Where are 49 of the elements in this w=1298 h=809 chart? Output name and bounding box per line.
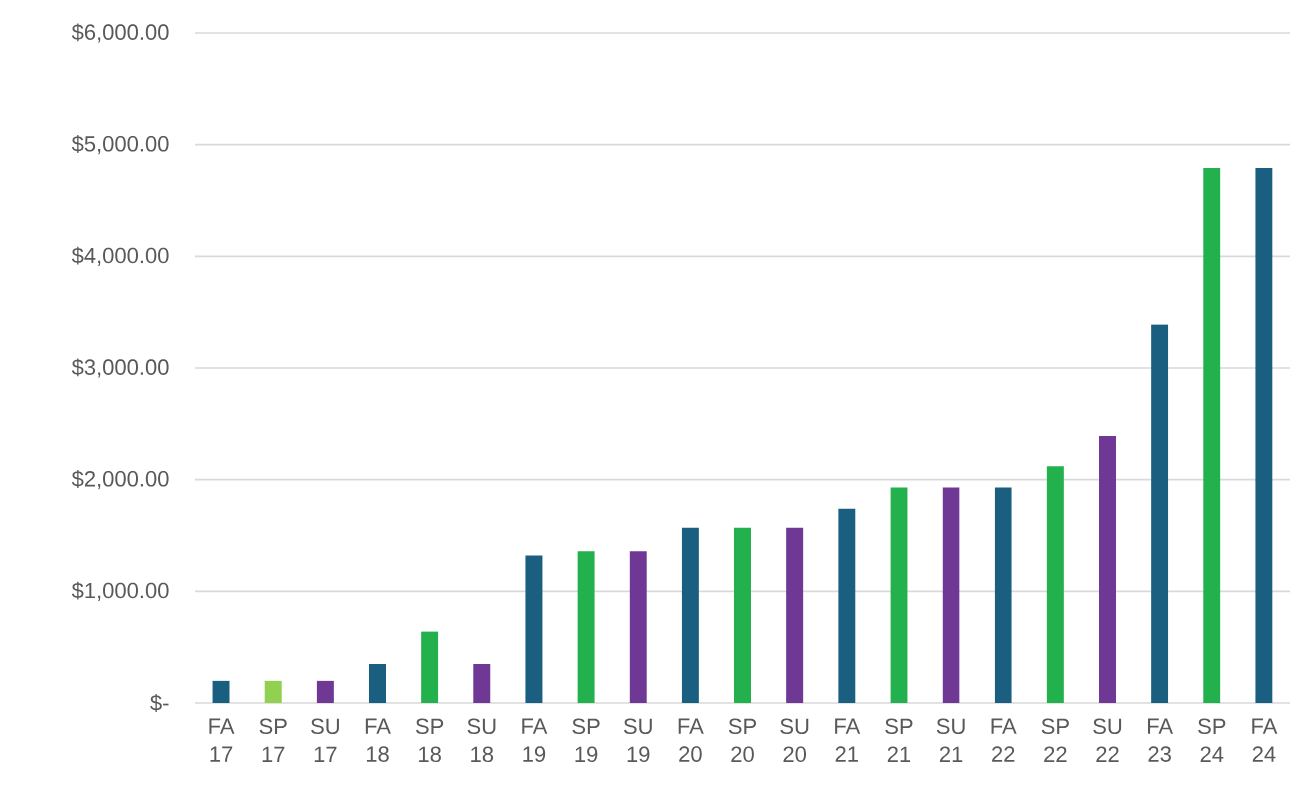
bar [421, 631, 439, 703]
y-tick-label: $5,000.00 [71, 135, 169, 155]
x-tick-label: SU 22 [1093, 718, 1122, 762]
x-tick-label: SP 21 [885, 718, 913, 762]
x-tick-label: FA 19 [522, 718, 548, 762]
y-tick-label: $3,000.00 [71, 358, 169, 378]
bar [681, 527, 699, 703]
bar [838, 508, 856, 703]
bar [212, 680, 230, 703]
x-tick-label: SU 19 [623, 718, 652, 763]
bar [316, 680, 334, 703]
bar [577, 551, 595, 703]
bar [264, 680, 282, 703]
y-tick-label: $6,000.00 [71, 23, 169, 43]
x-tick-label: SU 18 [467, 718, 496, 763]
x-tick-label: SP 19 [572, 718, 600, 763]
bar [473, 663, 491, 703]
x-tick-label: SP 17 [259, 718, 287, 762]
x-tick-label: SU 21 [936, 718, 965, 762]
y-tick-label: $2,000.00 [71, 470, 169, 490]
bar [525, 555, 543, 703]
bar [1255, 168, 1273, 703]
x-tick-label: FA 21 [835, 718, 861, 762]
x-tick-label: FA 24 [1252, 718, 1278, 762]
x-tick-label: FA 18 [365, 718, 391, 762]
x-tick-label: FA 20 [678, 718, 704, 762]
bar [1151, 324, 1169, 703]
bar [786, 527, 804, 703]
x-tick-label: SP 22 [1041, 718, 1069, 762]
bar [369, 663, 386, 703]
bar [1046, 466, 1064, 703]
bar [1099, 436, 1116, 703]
bar [734, 527, 751, 703]
x-tick-label: FA 17 [209, 718, 235, 762]
y-tick-label: $1,000.00 [71, 581, 169, 601]
x-tick-label: SU 20 [780, 718, 809, 763]
y-tick-label: $4,000.00 [71, 246, 169, 266]
bar [890, 487, 908, 703]
y-tick-label: $- [150, 694, 169, 712]
bar [1203, 168, 1221, 703]
x-tick-label: SU 17 [311, 718, 339, 762]
x-tick-label: SP 24 [1198, 718, 1226, 762]
bar [629, 551, 647, 703]
x-tick-label: FA 22 [991, 718, 1017, 762]
bar [942, 487, 960, 703]
x-tick-label: SP 20 [728, 718, 757, 763]
x-tick-label: SP 18 [415, 718, 444, 763]
x-tick-label: FA 23 [1148, 718, 1174, 762]
bar [994, 487, 1012, 703]
